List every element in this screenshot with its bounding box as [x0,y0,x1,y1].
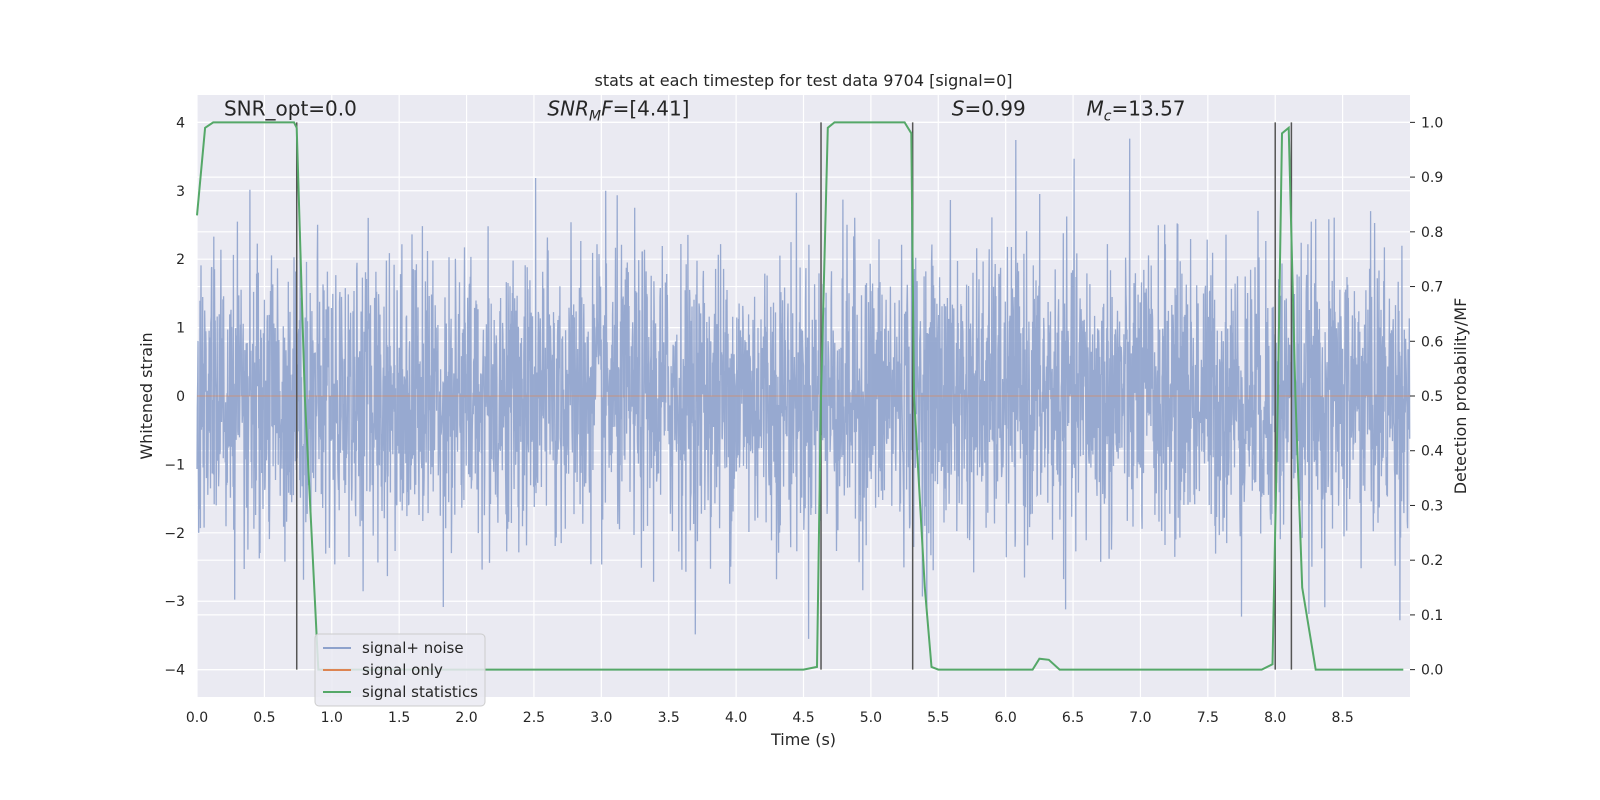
x-tick-label: 2.5 [523,710,545,726]
y-tick-label: 2 [176,252,185,268]
y2-tick-label: 0.0 [1421,663,1443,679]
x-tick-label: 5.0 [860,710,882,726]
ticks: 0.0 0.5 1.0 1.5 2.0 2.5 3.0 3.5 4.0 4.5 5.0 5.5 6.0 6… [164,115,1443,726]
noise-line [196,138,1411,639]
legend: signal+ noise signal only signal statist… [314,633,486,707]
annotations: SNR_opt=0.0 SNRMF=[4.41] S=0.99 Mc=13.57 [224,97,1186,125]
y-tick-label: −3 [164,594,185,610]
x-tick-label: 5.5 [927,710,949,726]
x-tick-label: 6.0 [995,710,1017,726]
x-axis-label: Time (s) [770,730,836,749]
x-tick-label: 0.5 [253,710,275,726]
y-axis-label: Whitened strain [137,332,156,459]
legend-item: signal+ noise [323,639,464,657]
x-tick-label: 2.0 [455,710,477,726]
x-tick-label: 4.5 [792,710,814,726]
y-tick-label: 3 [176,184,185,200]
y2-tick-label: 0.7 [1421,280,1443,296]
x-tick-label: 0.0 [186,710,208,726]
x-tick-label: 7.0 [1129,710,1151,726]
y2-tick-label: 0.4 [1421,444,1443,460]
y2-tick-label: 0.6 [1421,334,1443,350]
x-tick-label: 6.5 [1062,710,1084,726]
x-tick-label: 7.5 [1197,710,1219,726]
stat-annotation: Mc=13.57 [1087,97,1186,125]
x-tick-label: 1.5 [388,710,410,726]
y-tick-label: −4 [164,663,185,679]
y2-axis-label: Detection probability/MF [1451,298,1470,495]
series-signal-statistics [196,121,1404,671]
x-tick-label: 3.0 [590,710,612,726]
y-tick-label: −2 [164,526,185,542]
legend-label: signal statistics [362,683,478,701]
x-tick-label: 4.0 [725,710,747,726]
y2-tick-label: 0.8 [1421,225,1443,241]
legend-item: signal statistics [323,683,478,701]
y2-tick-label: 0.2 [1421,553,1443,569]
y-tick-label: 0 [176,389,185,405]
y2-tick-label: 0.9 [1421,170,1443,186]
y2-tick-label: 1.0 [1421,115,1443,131]
signal-statistics-line [196,121,1404,671]
y-tick-label: −1 [164,457,185,473]
legend-box [314,633,486,707]
stat-annotation: S=0.99 [952,97,1026,121]
y-tick-label: 4 [176,115,185,131]
x-tick-label: 8.5 [1331,710,1353,726]
legend-item: signal only [323,661,443,679]
stat-annotation: SNRMF=[4.41] [547,97,689,125]
chart-title: stats at each timestep for test data 970… [594,71,1012,90]
y2-tick-label: 0.3 [1421,498,1443,514]
stat-annotation: SNR_opt=0.0 [224,97,357,121]
x-tick-label: 3.5 [658,710,680,726]
series-signal-noise [196,138,1411,639]
x-tick-label: 8.0 [1264,710,1286,726]
y2-tick-label: 0.1 [1421,608,1443,624]
y-tick-label: 1 [176,321,185,337]
x-tick-label: 1.0 [321,710,343,726]
legend-label: signal only [362,661,443,679]
y2-tick-label: 0.5 [1421,389,1443,405]
legend-label: signal+ noise [362,639,464,657]
